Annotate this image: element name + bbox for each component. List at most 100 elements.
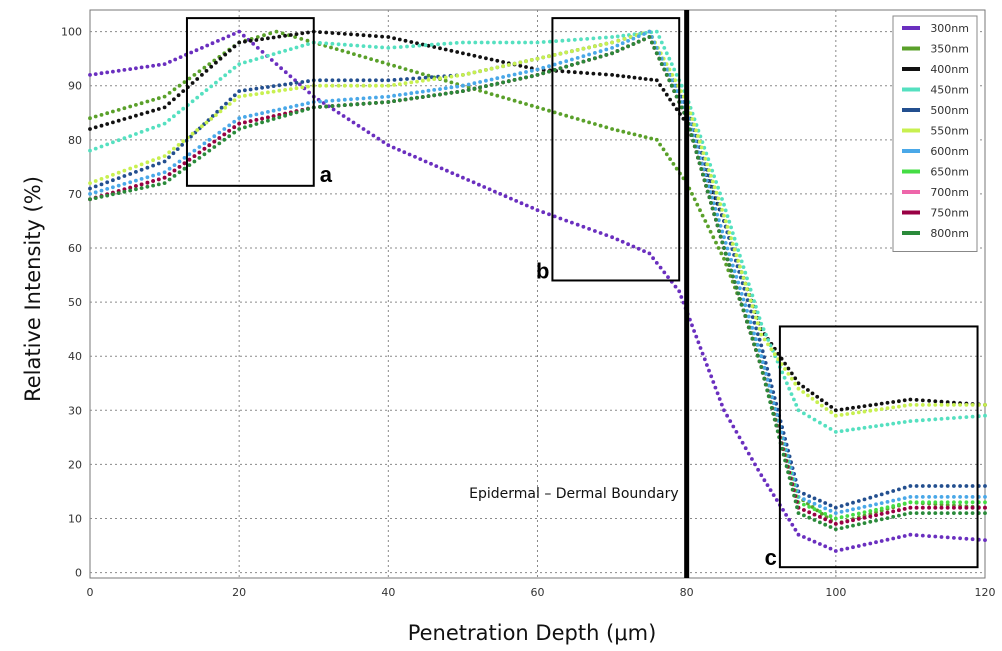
data-point	[346, 50, 351, 55]
data-point	[868, 495, 873, 500]
data-point	[134, 164, 138, 169]
data-point	[442, 41, 447, 46]
data-point	[722, 408, 726, 413]
data-point	[558, 51, 563, 56]
data-point	[417, 43, 422, 48]
series-800nm	[88, 35, 987, 532]
data-point	[621, 129, 626, 134]
data-point	[743, 446, 748, 451]
data-point	[933, 484, 938, 488]
data-point	[248, 93, 253, 97]
x-tick-label: 20	[232, 586, 246, 599]
data-point	[349, 102, 353, 107]
data-point	[88, 116, 92, 121]
data-point	[718, 224, 723, 228]
data-point	[392, 63, 396, 68]
data-point	[711, 380, 716, 384]
data-point	[172, 114, 176, 119]
data-point	[643, 135, 648, 140]
data-point	[232, 119, 237, 124]
data-point	[649, 136, 654, 141]
data-point	[177, 165, 182, 169]
data-point	[506, 97, 511, 101]
data-point	[920, 418, 925, 423]
data-point	[283, 88, 287, 92]
data-point	[729, 268, 733, 273]
data-point	[824, 401, 829, 406]
data-point	[212, 145, 217, 149]
data-point	[715, 391, 720, 396]
data-point	[330, 104, 335, 108]
data-point	[426, 73, 431, 78]
data-point	[88, 192, 92, 196]
data-point	[710, 179, 715, 184]
data-point	[812, 501, 817, 506]
data-point	[719, 402, 724, 407]
data-point	[202, 141, 207, 146]
data-point	[336, 98, 341, 103]
data-point	[897, 513, 901, 518]
data-point	[232, 130, 237, 135]
data-point	[696, 155, 700, 160]
data-point	[952, 495, 956, 499]
data-point	[349, 32, 353, 37]
data-point	[172, 146, 176, 151]
legend-item-400nm: 400nm	[902, 63, 969, 76]
data-point	[964, 415, 969, 419]
data-point	[202, 65, 207, 70]
data-point	[632, 132, 637, 137]
data-point	[397, 37, 402, 42]
data-point	[151, 183, 156, 188]
data-point	[945, 484, 950, 488]
data-point	[658, 142, 662, 147]
data-point	[796, 511, 801, 515]
data-point	[560, 38, 565, 43]
data-point	[558, 60, 563, 65]
data-point	[743, 281, 748, 286]
x-axis-title: Penetration Depth (μm)	[408, 621, 657, 645]
data-point	[696, 340, 701, 345]
data-point	[752, 299, 756, 303]
data-point	[727, 252, 732, 257]
data-point	[839, 413, 844, 417]
data-point	[175, 147, 180, 152]
data-point	[964, 511, 969, 515]
data-point	[716, 246, 721, 250]
data-point	[200, 46, 204, 50]
data-point	[209, 117, 214, 121]
data-point	[620, 239, 625, 244]
data-point	[766, 342, 770, 347]
data-point	[845, 519, 850, 524]
data-point	[939, 399, 944, 404]
data-point	[851, 512, 855, 517]
data-point	[668, 157, 672, 162]
data-point	[636, 34, 641, 39]
data-point	[945, 535, 950, 540]
data-point	[134, 66, 138, 71]
data-point	[729, 236, 733, 241]
data-point	[243, 115, 247, 119]
data-point	[429, 42, 434, 47]
data-point	[807, 537, 812, 542]
data-point	[172, 174, 177, 178]
data-point	[654, 137, 659, 142]
data-point	[111, 178, 115, 183]
data-point	[952, 536, 956, 540]
data-point	[647, 35, 652, 39]
data-point	[839, 520, 844, 525]
series-450nm	[88, 29, 987, 434]
data-point	[420, 95, 425, 99]
data-point	[581, 59, 586, 64]
data-point	[260, 116, 264, 121]
data-point	[243, 125, 247, 130]
data-point	[449, 85, 454, 90]
data-point	[223, 73, 228, 78]
data-point	[575, 117, 580, 121]
data-point	[472, 81, 477, 86]
data-point	[759, 343, 764, 348]
data-point	[654, 261, 659, 265]
data-point	[717, 229, 721, 234]
data-point	[386, 62, 391, 66]
boundary-layer: Epidermal – Dermal Boundary	[469, 10, 690, 578]
data-point	[610, 235, 614, 240]
